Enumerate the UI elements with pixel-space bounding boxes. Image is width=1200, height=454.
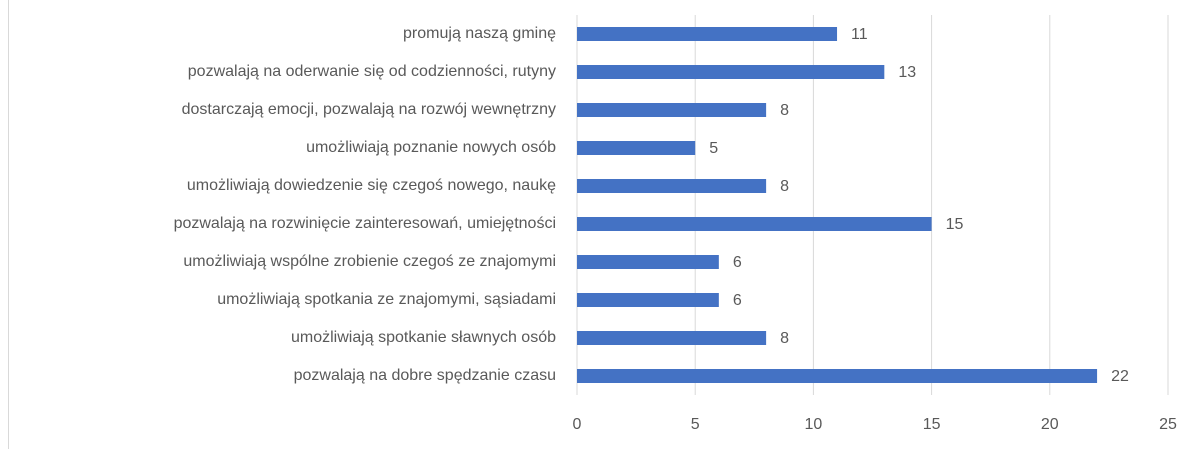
bar [577, 141, 696, 155]
data-label: 13 [898, 64, 916, 81]
x-tick-label: 0 [573, 416, 582, 433]
y-tick-label: umożliwiają spotkania ze znajomymi, sąsi… [217, 291, 556, 308]
data-label: 15 [946, 216, 964, 233]
bar [577, 217, 932, 231]
data-label: 6 [733, 254, 742, 271]
y-tick-label: umożliwiają spotkanie sławnych osób [291, 329, 556, 346]
x-tick-label: 15 [923, 416, 941, 433]
bar [577, 103, 767, 117]
y-tick-label: umożliwiają poznanie nowych osób [306, 139, 556, 156]
data-label: 11 [851, 26, 868, 43]
data-label: 8 [780, 178, 789, 195]
data-label: 6 [733, 292, 742, 309]
y-tick-label: pozwalają na dobre spędzanie czasu [294, 367, 556, 384]
bar [577, 331, 767, 345]
x-tick-label: 5 [691, 416, 700, 433]
data-label: 22 [1111, 368, 1129, 385]
x-tick-label: 10 [805, 416, 823, 433]
bar [577, 65, 885, 79]
y-tick-label: pozwalają na oderwanie się od codziennoś… [188, 63, 556, 80]
bar [577, 179, 767, 193]
y-tick-label: umożliwiają dowiedzenie się czegoś noweg… [187, 177, 556, 194]
data-label: 8 [780, 102, 789, 119]
bar [577, 27, 838, 41]
x-tick-label: 20 [1041, 416, 1059, 433]
bar [577, 369, 1098, 383]
y-tick-label: promują naszą gminę [403, 25, 556, 42]
data-label: 8 [780, 330, 789, 347]
x-tick-label: 25 [1159, 416, 1177, 433]
data-label: 5 [709, 140, 718, 157]
bar [577, 293, 719, 307]
y-tick-label: pozwalają na rozwinięcie zainteresowań, … [174, 215, 556, 232]
bar [577, 255, 719, 269]
y-tick-label: dostarczają emocji, pozwalają na rozwój … [182, 101, 556, 118]
y-tick-label: umożliwiają wspólne zrobienie czegoś ze … [183, 253, 556, 270]
